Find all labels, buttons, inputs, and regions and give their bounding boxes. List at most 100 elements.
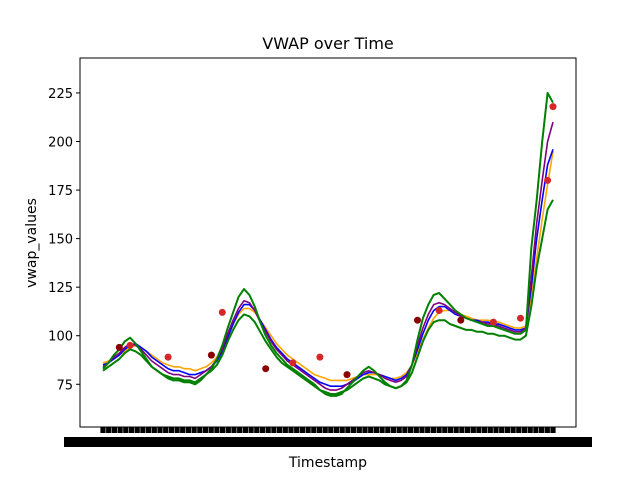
x-tick [453,427,459,433]
x-tick-labels-overlap [64,437,592,447]
y-tick-label: 100 [48,330,73,345]
x-tick [385,427,391,433]
x-tick [328,427,334,433]
x-tick [185,427,191,433]
x-tick [447,427,454,433]
x-tick [265,427,271,433]
marker-point [316,353,324,361]
y-tick-label: 75 [56,378,73,393]
x-tick [362,427,368,433]
x-tick [259,427,266,433]
x-tick [231,427,237,433]
x-tick [134,427,140,433]
marker-point [289,359,297,367]
marker-point [115,343,123,351]
y-tick-label: 200 [48,136,73,151]
marker-point [457,316,465,324]
x-tick [271,427,277,433]
x-axis-label: Timestamp [288,455,367,471]
x-tick [225,427,231,433]
x-tick [288,427,294,433]
x-tick [544,427,550,433]
x-tick [168,427,174,433]
series-line-3 [102,121,554,391]
x-tick [482,427,488,433]
x-tick [123,427,129,433]
x-tick [504,427,510,433]
x-tick [408,427,414,433]
x-tick [174,427,180,433]
x-tick [521,427,528,433]
series-line-2 [102,149,554,387]
x-tick [413,427,419,433]
x-tick [465,427,471,433]
x-tick [510,427,516,433]
x-tick [442,427,448,433]
x-tick [100,427,106,433]
x-tick [316,427,323,433]
y-axis-label: vwap_values [24,198,40,288]
x-tick [533,427,539,433]
x-tick [425,427,431,433]
series-line-5 [102,199,554,395]
marker-point [414,316,421,324]
marker-point [435,307,443,314]
x-tick [140,427,146,433]
y-tick-label: 225 [48,87,73,102]
x-tick [351,427,357,433]
x-tick [191,427,197,433]
marker-point [207,351,215,359]
marker-point [126,341,134,349]
x-tick [117,427,123,433]
x-tick [157,427,163,433]
x-tick [237,427,243,433]
y-tick-label: 175 [48,184,73,199]
x-tick [493,427,499,433]
x-tick [311,427,317,433]
x-tick [277,427,283,433]
x-tick [396,427,402,433]
marker-point [517,314,524,322]
x-tick [539,427,545,433]
x-tick [151,427,157,433]
x-tick [487,427,493,433]
x-tick [476,427,482,433]
x-tick [499,427,505,433]
x-tick [163,427,169,433]
x-tick [294,427,300,433]
x-tick [470,427,476,433]
y-tick-label: 125 [48,281,73,296]
x-tick [527,427,533,433]
x-tick [368,427,374,433]
plot-frame [79,57,577,428]
x-tick [373,427,379,433]
series-line-1 [102,151,554,382]
marker-point [489,318,497,326]
x-tick [390,427,397,433]
x-tick [248,427,254,433]
x-tick [214,427,220,433]
x-tick [356,427,362,433]
x-tick [202,427,209,433]
marker-point [164,353,172,361]
x-tick [339,427,345,433]
series-line-4 [102,92,554,397]
x-tick [197,427,203,433]
x-tick [146,427,152,433]
x-tick [436,427,442,433]
marker-point [544,176,552,184]
x-tick [254,427,260,433]
x-tick [379,427,385,433]
x-tick [282,427,288,433]
x-tick [516,427,522,433]
x-tick [550,427,556,433]
x-tick [220,427,226,433]
x-tick [430,427,436,433]
y-axis: 75 100 125 150 175 200 225 [48,87,80,393]
x-tick [322,427,328,433]
marker-point [218,308,226,316]
x-tick [128,427,135,433]
x-axis [64,427,592,447]
x-tick [208,427,214,433]
